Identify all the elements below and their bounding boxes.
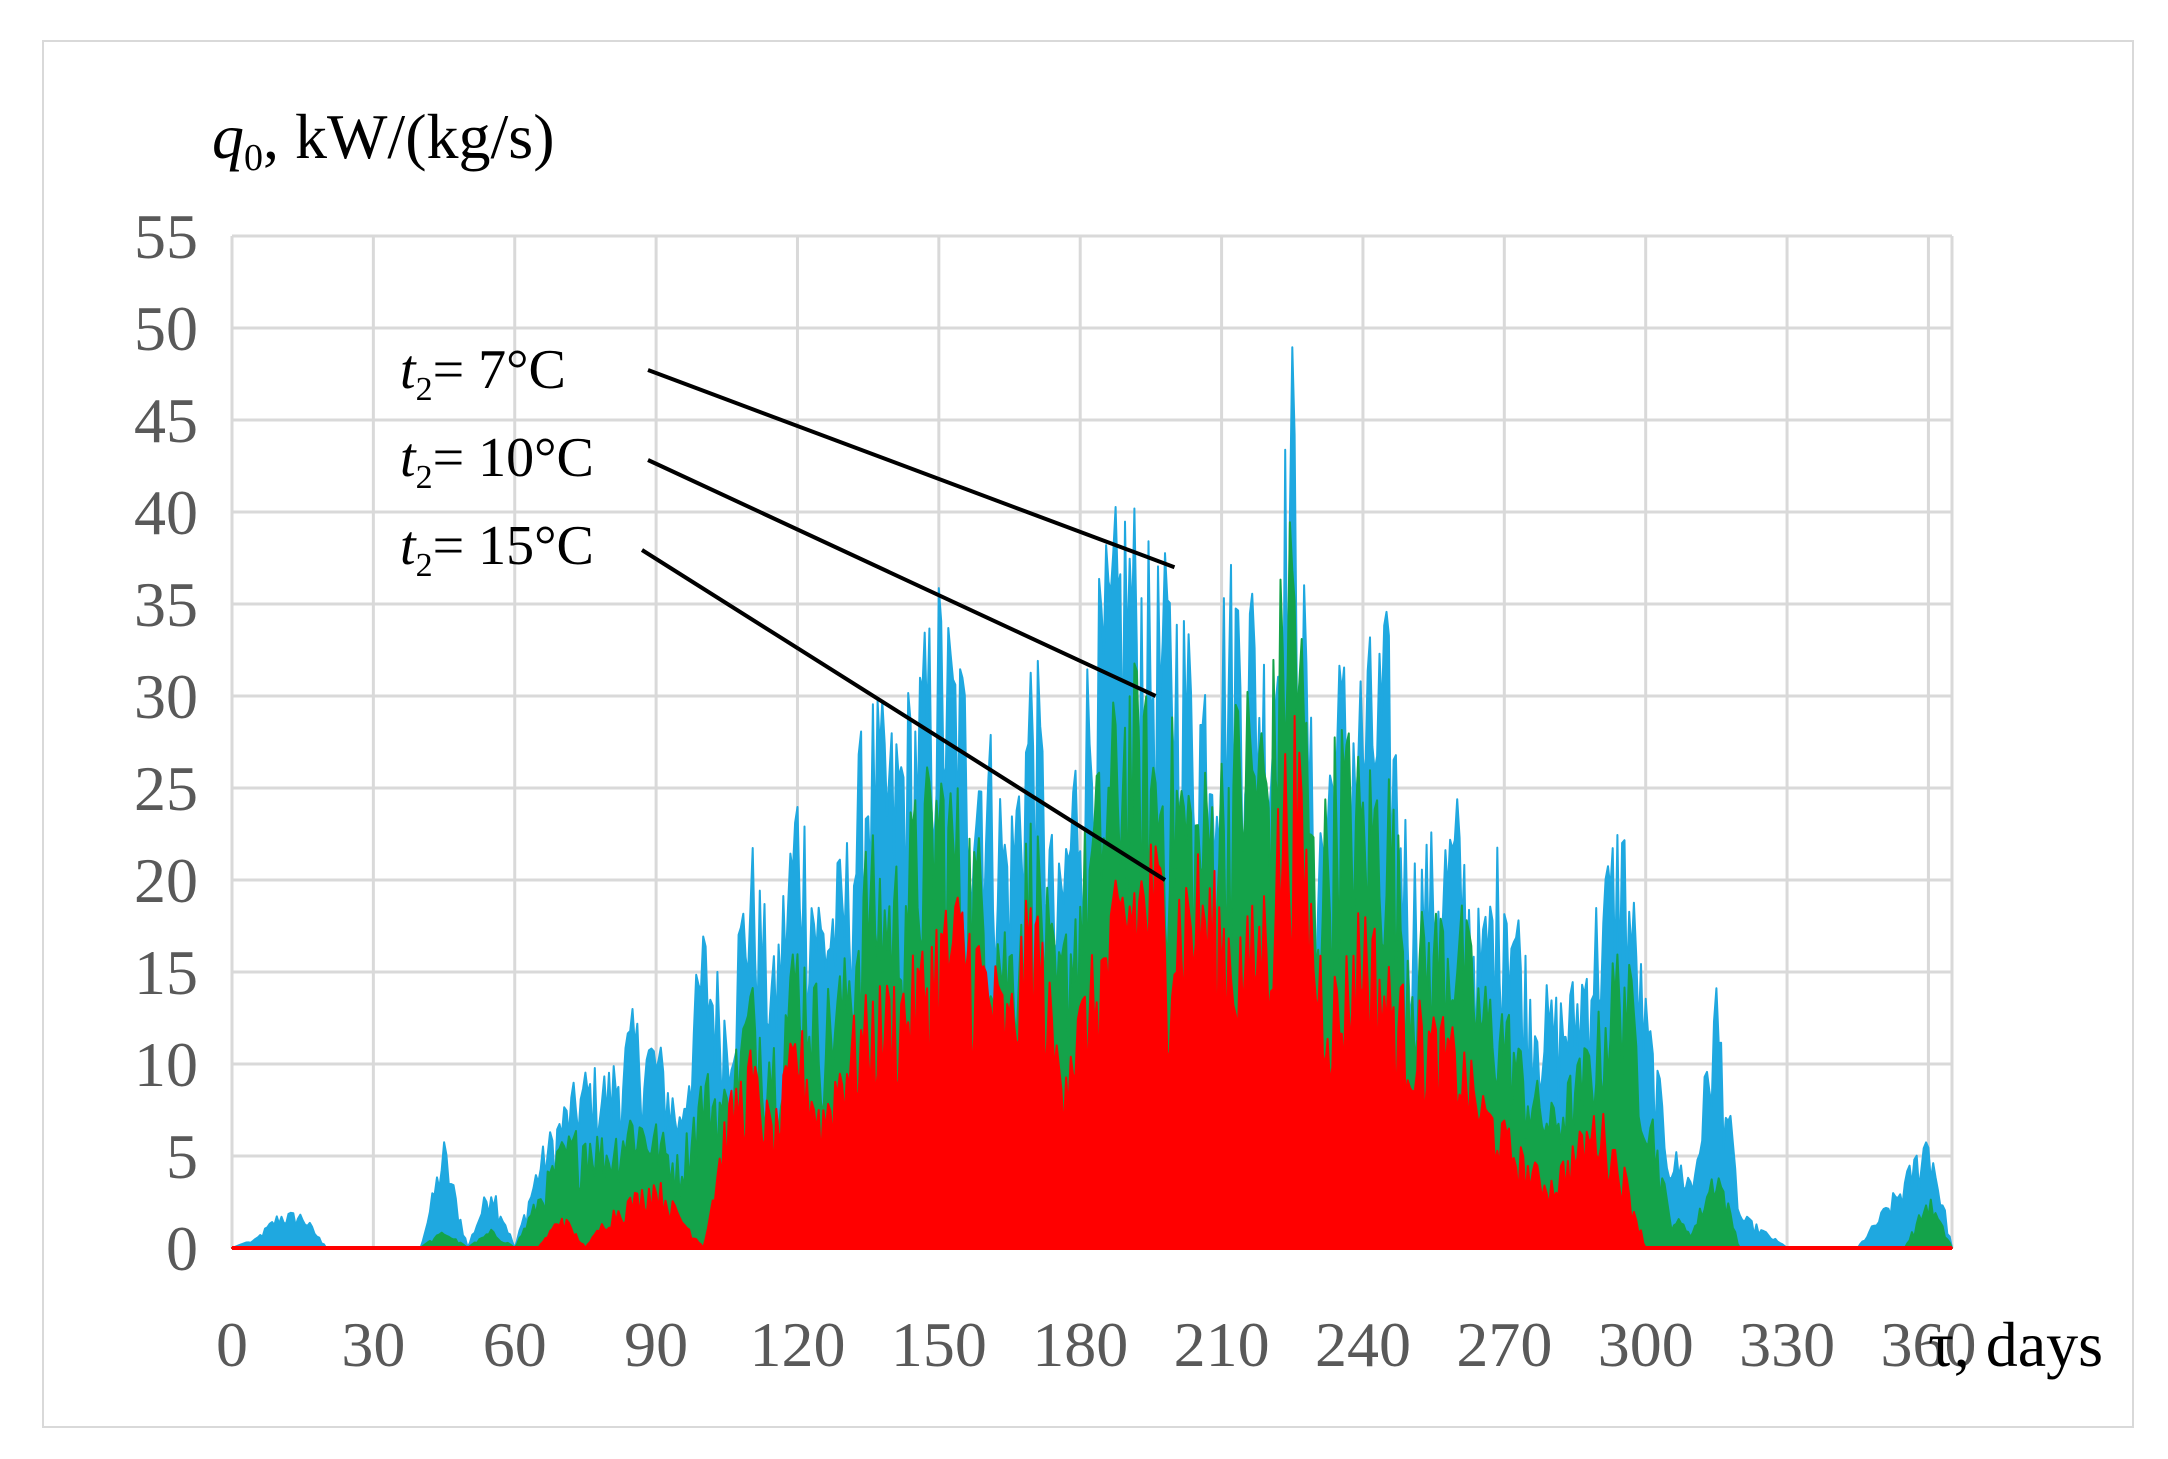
y-tick-label: 0 — [166, 1213, 198, 1284]
x-tick-label: 240 — [1315, 1309, 1411, 1380]
x-tick-label: 360 — [1880, 1309, 1976, 1380]
series-area-t10 — [231, 521, 1953, 1249]
y-tick-label: 20 — [134, 845, 198, 916]
y-tick-label: 30 — [134, 661, 198, 732]
x-tick-label: 90 — [624, 1309, 688, 1380]
series-annotations: t2= 7°C t2= 10°C t2= 15°C — [400, 339, 1176, 882]
y-tick-label: 5 — [166, 1121, 198, 1192]
y-tick-label: 45 — [134, 385, 198, 456]
leader-line-t10 — [647, 458, 1157, 698]
x-tick-label: 180 — [1032, 1309, 1128, 1380]
y-tick-label: 25 — [134, 753, 198, 824]
annotation-t15: t2= 15°C — [400, 515, 594, 584]
y-axis-title: q0, kW/(kg/s) — [212, 101, 555, 179]
x-tick-label: 120 — [749, 1309, 845, 1380]
y-tick-label: 50 — [134, 293, 198, 364]
annotation-t7: t2= 7°C — [400, 339, 566, 408]
y-tick-label: 40 — [134, 477, 198, 548]
x-tick-label: 150 — [891, 1309, 987, 1380]
y-tick-label: 35 — [134, 569, 198, 640]
y-tick-label: 55 — [134, 201, 198, 272]
axis-titles: q0, kW/(kg/s) τ, days — [212, 101, 2103, 1380]
x-tick-label: 210 — [1174, 1309, 1270, 1380]
x-tick-labels: 0 30 60 90 120 150 180 210 240 270 300 330 360 — [216, 1309, 1976, 1380]
x-axis-title: τ, days — [1928, 1309, 2103, 1380]
annotation-t10: t2= 10°C — [400, 427, 594, 496]
leader-line-t15 — [640, 548, 1167, 882]
x-tick-label: 270 — [1456, 1309, 1552, 1380]
x-tick-label: 330 — [1739, 1309, 1835, 1380]
chart-svg: 0 5 10 15 20 25 30 35 40 45 50 55 0 30 60 90 120 150 180 2… — [134, 101, 2103, 1380]
x-tick-label: 30 — [341, 1309, 405, 1380]
x-tick-label: 300 — [1598, 1309, 1694, 1380]
data-areas — [231, 346, 1953, 1250]
y-tick-label: 15 — [134, 937, 198, 1008]
chart-figure: 0 5 10 15 20 25 30 35 40 45 50 55 0 30 60 90 120 150 180 2… — [42, 40, 2134, 1428]
y-tick-label: 10 — [134, 1029, 198, 1100]
y-tick-labels: 0 5 10 15 20 25 30 35 40 45 50 55 — [134, 201, 198, 1284]
x-tick-label: 0 — [216, 1309, 248, 1380]
leader-line-t7 — [647, 368, 1176, 570]
x-tick-label: 60 — [483, 1309, 547, 1380]
